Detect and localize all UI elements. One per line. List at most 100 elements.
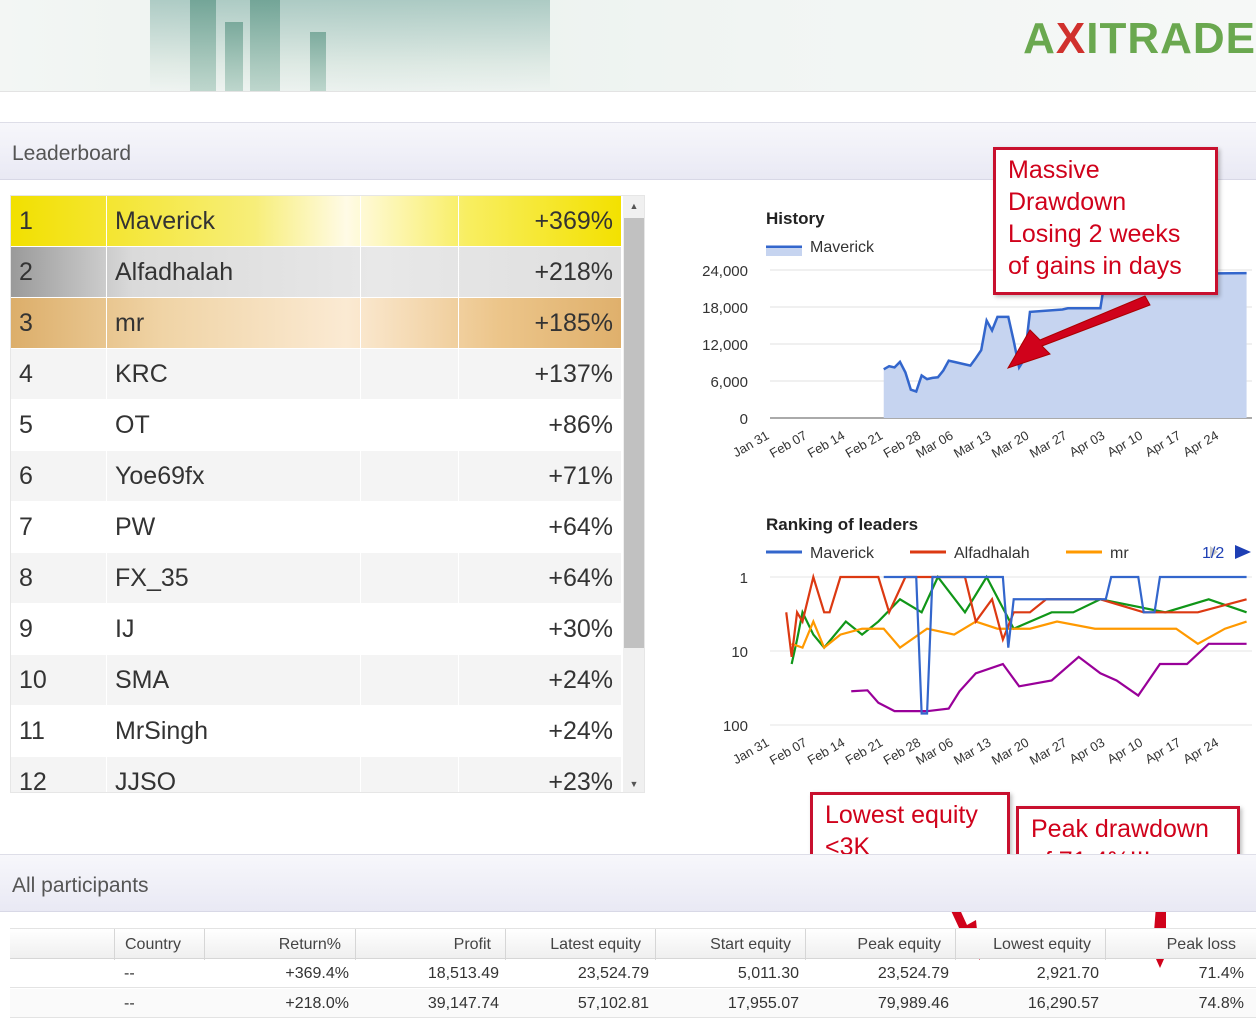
legend-prev-icon[interactable] bbox=[1210, 546, 1218, 558]
trader-name-cell[interactable]: Alfadhalah bbox=[107, 247, 361, 297]
y-tick-label: 12,000 bbox=[702, 337, 748, 354]
table-row[interactable]: -- +218.0% 39,147.74 57,102.81 17,955.07 79,9… bbox=[10, 989, 1256, 1018]
x-tick-label: Jan 31 bbox=[730, 735, 771, 768]
x-tick-label: Apr 10 bbox=[1105, 428, 1146, 460]
return-cell: +24% bbox=[548, 666, 613, 694]
table-cell: +218.0% bbox=[285, 995, 349, 1012]
y-tick-label: 0 bbox=[740, 411, 748, 428]
column-header[interactable]: Profit bbox=[355, 929, 515, 960]
y-tick-label: 100 bbox=[723, 718, 748, 735]
trader-name-cell[interactable]: SMA bbox=[107, 655, 361, 705]
spacer-cell bbox=[361, 757, 459, 792]
column-header[interactable]: Peak equity bbox=[805, 929, 965, 960]
table-row[interactable]: -- +369.4% 18,513.49 23,524.79 5,011.30 23,52… bbox=[10, 959, 1256, 988]
column-header[interactable]: Peak loss bbox=[1105, 929, 1256, 960]
trader-name-cell[interactable]: FX_35 bbox=[107, 553, 361, 603]
trader-name-cell[interactable]: Maverick bbox=[107, 196, 361, 246]
axitrade-logo[interactable]: AXITRADE bbox=[1023, 14, 1256, 63]
leaderboard-row[interactable]: 1 Maverick +369% bbox=[11, 196, 621, 247]
ranking-chart: Ranking of leaders 1 10 100 Jan 31 Feb 07 Feb… bbox=[680, 505, 1256, 785]
y-tick-label: 18,000 bbox=[702, 300, 748, 317]
x-tick-label: Mar 13 bbox=[951, 735, 994, 768]
table-cell: 79,989.46 bbox=[877, 995, 949, 1012]
table-cell: 57,102.81 bbox=[577, 995, 649, 1012]
leaderboard-row[interactable]: 2 Alfadhalah +218% bbox=[11, 247, 621, 298]
spacer-cell bbox=[361, 553, 459, 603]
leaderboard-list[interactable]: 1 Maverick +369% 2 Alfadhalah +218% 3 mr +185% 4 K… bbox=[10, 195, 645, 793]
trader-name-cell[interactable]: Yoe69fx bbox=[107, 451, 361, 501]
y-tick-label: 10 bbox=[731, 644, 748, 661]
y-tick-label: 24,000 bbox=[702, 263, 748, 280]
return-cell: +369% bbox=[534, 207, 613, 235]
leaderboard-row[interactable]: 12 JJSO +23% bbox=[11, 757, 621, 792]
trader-name-cell[interactable]: MrSingh bbox=[107, 706, 361, 756]
column-header[interactable]: Return% bbox=[204, 929, 365, 960]
legend-label: mr bbox=[1110, 545, 1129, 562]
return-cell: +64% bbox=[548, 564, 613, 592]
x-tick-label: Mar 27 bbox=[1027, 735, 1070, 768]
table-cell: 39,147.74 bbox=[427, 995, 499, 1012]
leaderboard-row[interactable]: 10 SMA +24% bbox=[11, 655, 621, 706]
return-cell: +185% bbox=[534, 309, 613, 337]
leaderboard-row[interactable]: 3 mr +185% bbox=[11, 298, 621, 349]
header-banner: AXITRADE bbox=[0, 0, 1256, 92]
return-cell: +24% bbox=[548, 717, 613, 745]
table-cell: +369.4% bbox=[285, 965, 349, 982]
x-tick-label: Mar 13 bbox=[951, 428, 994, 461]
legend-label: Alfadhalah bbox=[954, 545, 1030, 562]
table-cell: 18,513.49 bbox=[427, 965, 499, 982]
trader-name-cell[interactable]: JJSO bbox=[107, 757, 361, 792]
spacer-cell bbox=[361, 400, 459, 450]
spacer-cell bbox=[361, 655, 459, 705]
leaderboard-row[interactable]: 8 FX_35 +64% bbox=[11, 553, 621, 604]
column-header[interactable]: Lowest equity bbox=[955, 929, 1115, 960]
x-tick-label: Feb 21 bbox=[843, 428, 886, 461]
leaderboard-row[interactable]: 4 KRC +137% bbox=[11, 349, 621, 400]
x-tick-label: Apr 17 bbox=[1142, 735, 1183, 767]
leaderboard-row[interactable]: 9 IJ +30% bbox=[11, 604, 621, 655]
legend-label: Maverick bbox=[810, 545, 875, 562]
trader-name-cell[interactable]: OT bbox=[107, 400, 361, 450]
spacer-cell bbox=[361, 451, 459, 501]
x-tick-label: Mar 06 bbox=[913, 735, 956, 768]
trader-name-cell[interactable]: KRC bbox=[107, 349, 361, 399]
table-cell: -- bbox=[124, 965, 135, 982]
x-tick-label: Apr 17 bbox=[1142, 428, 1183, 460]
table-cell: 23,524.79 bbox=[577, 965, 649, 982]
x-tick-label: Feb 14 bbox=[805, 428, 848, 461]
leaderboard-row[interactable]: 11 MrSingh +24% bbox=[11, 706, 621, 757]
rank-cell: 3 bbox=[11, 298, 107, 348]
spacer-cell bbox=[361, 196, 459, 246]
column-header[interactable]: Latest equity bbox=[505, 929, 665, 960]
y-tick-label: 1 bbox=[740, 570, 748, 587]
column-header[interactable]: Start equity bbox=[655, 929, 815, 960]
leaderboard-row[interactable]: 5 OT +86% bbox=[11, 400, 621, 451]
rank-cell: 11 bbox=[11, 706, 107, 756]
scroll-down-arrow-icon[interactable]: ▼ bbox=[629, 779, 639, 789]
rank-cell: 12 bbox=[11, 757, 107, 792]
x-tick-label: Mar 20 bbox=[989, 428, 1032, 461]
section-title: All participants bbox=[12, 874, 149, 897]
participants-header: All participants bbox=[0, 854, 1256, 912]
trader-name-cell[interactable]: mr bbox=[107, 298, 361, 348]
leaderboard-row[interactable]: 7 PW +64% bbox=[11, 502, 621, 553]
x-tick-label: Apr 24 bbox=[1180, 428, 1221, 460]
scroll-up-arrow-icon[interactable]: ▲ bbox=[629, 201, 639, 211]
spacer-cell bbox=[361, 247, 459, 297]
legend-pager: 1/2 bbox=[1202, 545, 1224, 562]
x-tick-label: Apr 10 bbox=[1105, 735, 1146, 767]
trader-name-cell[interactable]: IJ bbox=[107, 604, 361, 654]
x-tick-label: Feb 21 bbox=[843, 735, 886, 768]
rank-cell: 7 bbox=[11, 502, 107, 552]
x-tick-label: Apr 24 bbox=[1180, 735, 1221, 767]
leaderboard-row[interactable]: 6 Yoe69fx +71% bbox=[11, 451, 621, 502]
column-header[interactable]: Country bbox=[114, 929, 220, 960]
series-line bbox=[790, 574, 1247, 665]
legend-next-icon[interactable] bbox=[1235, 545, 1251, 559]
scroll-thumb[interactable] bbox=[624, 218, 644, 648]
leaderboard-scrollbar[interactable]: ▲ ▼ bbox=[623, 196, 644, 792]
rank-cell: 1 bbox=[11, 196, 107, 246]
spacer-cell bbox=[361, 604, 459, 654]
rank-cell: 4 bbox=[11, 349, 107, 399]
trader-name-cell[interactable]: PW bbox=[107, 502, 361, 552]
